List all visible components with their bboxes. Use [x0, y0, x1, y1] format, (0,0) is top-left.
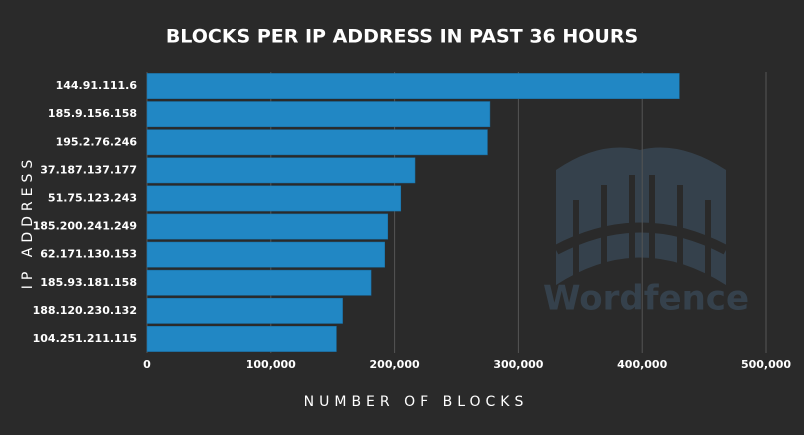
y-tick-label: 104.251.211.115	[33, 332, 137, 345]
x-tick-label: 100,000	[246, 358, 296, 371]
x-tick-label: 400,000	[617, 358, 667, 371]
x-axis-label: NUMBER OF BLOCKS	[304, 394, 529, 410]
x-tick-label: 200,000	[370, 358, 420, 371]
bar	[146, 297, 343, 324]
x-tick-label: 0	[143, 358, 151, 371]
y-tick-label: 144.91.111.6	[56, 79, 138, 92]
x-tick-label: 300,000	[493, 358, 543, 371]
bar	[146, 213, 389, 240]
y-tick-label: 185.200.241.249	[33, 220, 137, 233]
bar	[146, 241, 385, 268]
y-tick-label: 62.171.130.153	[40, 248, 137, 261]
x-tick-label: 500,000	[741, 358, 791, 371]
plot: 0 100,000 200,000 300,000 400,000 500,000 144.…	[33, 72, 791, 371]
bar	[146, 269, 372, 296]
chart-title: BLOCKS PER IP ADDRESS IN PAST 36 HOURS	[166, 26, 638, 48]
y-tick-label: 185.9.156.158	[48, 107, 137, 120]
bar	[146, 101, 491, 128]
y-tick-label: 37.187.137.177	[40, 163, 137, 176]
bar	[146, 73, 680, 99]
bar	[146, 157, 416, 184]
y-axis-label: IP ADDRESS	[20, 155, 36, 290]
y-tick-label: 185.93.181.158	[40, 276, 137, 289]
watermark-text: Wordfence	[543, 279, 749, 319]
y-tick-label: 195.2.76.246	[56, 135, 138, 148]
y-tick-label: 51.75.123.243	[48, 191, 137, 204]
y-tick-label: 188.120.230.132	[33, 304, 137, 317]
bar	[146, 326, 337, 352]
watermark-logo: Wordfence	[543, 147, 749, 319]
bar	[146, 129, 488, 156]
bar	[146, 185, 402, 212]
